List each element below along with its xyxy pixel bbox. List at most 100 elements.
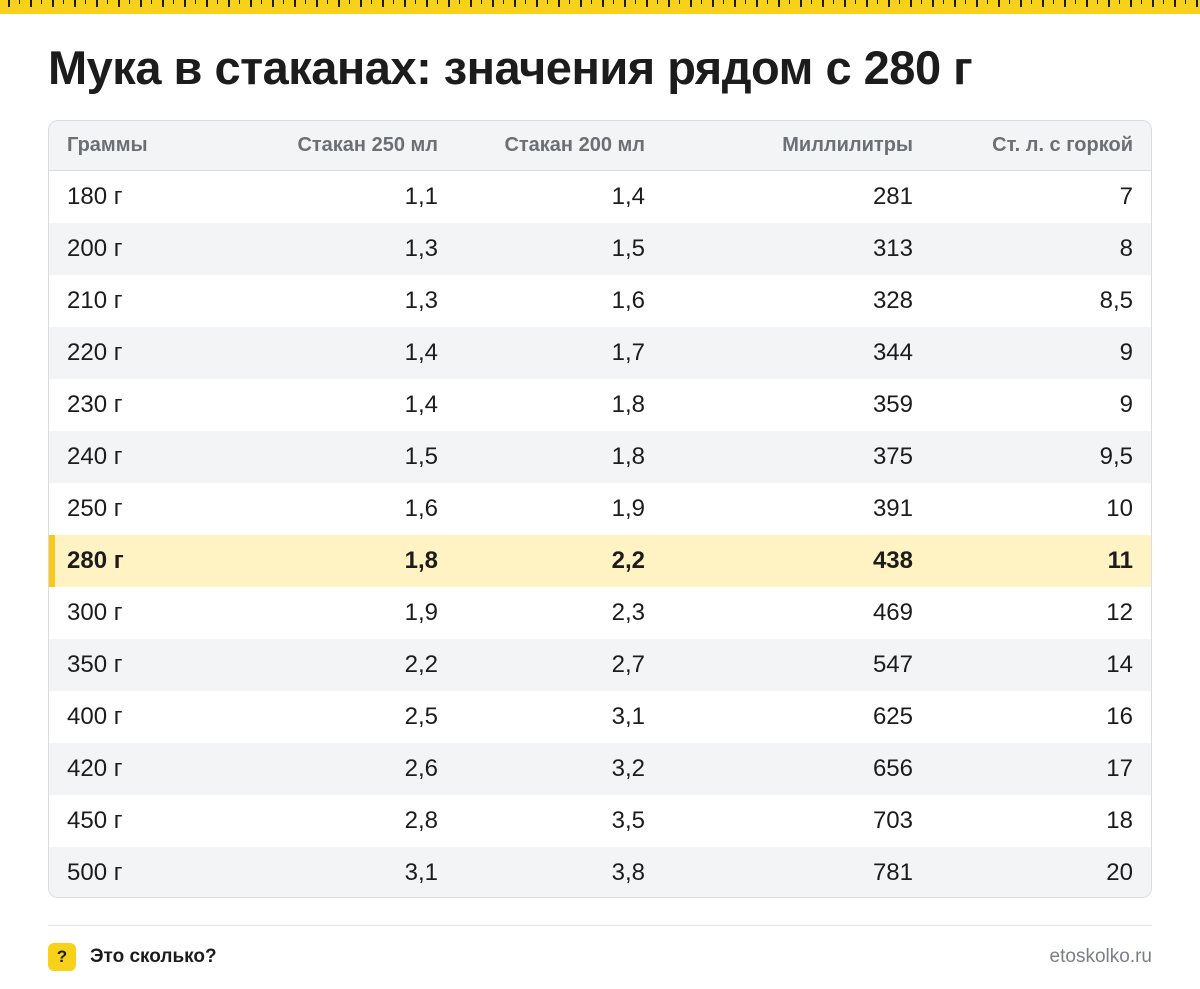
cell-tablespoons: 16 <box>1106 703 1133 730</box>
cell-cup-200: 1,7 <box>456 327 663 379</box>
cell-milliliters: 438 <box>663 535 931 587</box>
table-row: 350 г 2,2 2,7 547 14 <box>49 639 1151 691</box>
column-header-tablespoons: Ст. л. с горкой <box>931 121 1151 171</box>
cell-grams: 210 г <box>67 287 123 314</box>
table-row: 250 г 1,6 1,9 391 10 <box>49 483 1151 535</box>
cell-tablespoons: 9,5 <box>931 431 1151 483</box>
cell-grams: 180 г <box>67 183 123 210</box>
table-row: 400 г 2,5 3,1 625 16 <box>49 691 1151 743</box>
cell-cup-250: 1,6 <box>404 495 438 522</box>
cell-cup-250: 2,6 <box>249 743 456 795</box>
cell-tablespoons: 9 <box>931 327 1151 379</box>
cell-grams: 280 г <box>49 535 249 587</box>
table-row: 240 г 1,5 1,8 375 9,5 <box>49 431 1151 483</box>
cell-milliliters: 281 <box>872 183 913 210</box>
page-title: Мука в стаканах: значения рядом с 280 г <box>48 41 973 94</box>
table-row: 220 г 1,4 1,7 344 9 <box>49 327 1151 379</box>
cell-grams: 240 г <box>49 431 249 483</box>
conversion-table: Граммы Стакан 250 мл Стакан 200 мл Милли… <box>49 121 1151 897</box>
question-mark-icon: ? <box>48 943 76 971</box>
cell-tablespoons: 7 <box>1119 183 1133 210</box>
cell-tablespoons: 8,5 <box>1099 287 1133 314</box>
cell-cup-250: 1,4 <box>404 391 438 418</box>
cell-cup-200: 3,8 <box>456 847 663 897</box>
column-header-cup-250: Стакан 250 мл <box>249 121 456 171</box>
cell-grams: 300 г <box>67 599 123 626</box>
cell-tablespoons: 9 <box>1119 391 1133 418</box>
cell-milliliters: 781 <box>663 847 931 897</box>
cell-milliliters: 344 <box>663 327 931 379</box>
cell-cup-200: 3,1 <box>611 703 645 730</box>
cell-tablespoons: 18 <box>1106 807 1133 834</box>
table-row: 200 г 1,3 1,5 313 8 <box>49 223 1151 275</box>
site-link[interactable]: etoskolko.ru <box>1049 946 1152 967</box>
table-row: 420 г 2,6 3,2 656 17 <box>49 743 1151 795</box>
cell-tablespoons: 17 <box>931 743 1151 795</box>
cell-grams: 220 г <box>49 327 249 379</box>
cell-cup-200: 1,5 <box>456 223 663 275</box>
cell-milliliters: 375 <box>663 431 931 483</box>
cell-cup-200: 1,9 <box>611 495 645 522</box>
cell-milliliters: 391 <box>872 495 913 522</box>
cell-tablespoons: 20 <box>931 847 1151 897</box>
cell-cup-200: 3,2 <box>456 743 663 795</box>
table-row: 450 г 2,8 3,5 703 18 <box>49 795 1151 847</box>
cell-grams: 400 г <box>67 703 123 730</box>
cell-cup-250: 1,5 <box>249 431 456 483</box>
cell-milliliters: 625 <box>872 703 913 730</box>
cell-milliliters: 313 <box>663 223 931 275</box>
cell-grams: 420 г <box>49 743 249 795</box>
cell-grams: 230 г <box>67 391 123 418</box>
cell-tablespoons: 8 <box>931 223 1151 275</box>
cell-cup-250: 1,3 <box>404 287 438 314</box>
table-row: 180 г 1,1 1,4 281 7 <box>49 171 1151 224</box>
table-row: 300 г 1,9 2,3 469 12 <box>49 587 1151 639</box>
cell-cup-200: 1,8 <box>456 431 663 483</box>
cell-tablespoons: 12 <box>1106 599 1133 626</box>
cell-milliliters: 359 <box>872 391 913 418</box>
table-row: 210 г 1,3 1,6 328 8,5 <box>49 275 1151 327</box>
cell-milliliters: 656 <box>663 743 931 795</box>
cell-grams: 200 г <box>49 223 249 275</box>
cell-cup-250: 3,1 <box>249 847 456 897</box>
cell-cup-250: 2,5 <box>404 703 438 730</box>
cell-cup-250: 1,3 <box>249 223 456 275</box>
column-header-milliliters: Миллилитры <box>663 121 931 171</box>
footer: ? Это сколько? etoskolko.ru <box>48 942 1152 972</box>
table-row: 230 г 1,4 1,8 359 9 <box>49 379 1151 431</box>
cell-milliliters: 703 <box>872 807 913 834</box>
column-header-cup-200: Стакан 200 мл <box>456 121 663 171</box>
cell-grams: 450 г <box>67 807 123 834</box>
cell-cup-250: 1,8 <box>249 535 456 587</box>
cell-cup-200: 1,6 <box>611 287 645 314</box>
cell-grams: 350 г <box>49 639 249 691</box>
cell-cup-250: 2,2 <box>249 639 456 691</box>
cell-cup-200: 2,3 <box>611 599 645 626</box>
cell-cup-250: 1,9 <box>404 599 438 626</box>
cell-milliliters: 547 <box>663 639 931 691</box>
cell-cup-200: 3,5 <box>611 807 645 834</box>
brand-name: Это сколько? <box>90 946 217 967</box>
cell-cup-200: 2,7 <box>456 639 663 691</box>
cell-milliliters: 469 <box>872 599 913 626</box>
table-body: 180 г 1,1 1,4 281 7 200 г 1,3 1,5 313 8 210 г 1,3 1,… <box>49 171 1151 897</box>
conversion-table-container: Граммы Стакан 250 мл Стакан 200 мл Милли… <box>48 120 1152 898</box>
brand[interactable]: ? Это сколько? <box>48 943 217 971</box>
cell-grams: 250 г <box>67 495 123 522</box>
cell-milliliters: 328 <box>872 287 913 314</box>
cell-cup-200: 1,4 <box>611 183 645 210</box>
cell-tablespoons: 14 <box>931 639 1151 691</box>
cell-cup-200: 2,2 <box>456 535 663 587</box>
ruler-decoration <box>0 0 1200 14</box>
cell-cup-250: 1,4 <box>249 327 456 379</box>
table-row: 500 г 3,1 3,8 781 20 <box>49 847 1151 897</box>
cell-tablespoons: 11 <box>931 535 1151 587</box>
table-header-row: Граммы Стакан 250 мл Стакан 200 мл Милли… <box>49 121 1151 171</box>
cell-grams: 500 г <box>49 847 249 897</box>
cell-tablespoons: 10 <box>1106 495 1133 522</box>
cell-cup-250: 2,8 <box>404 807 438 834</box>
footer-divider <box>48 925 1152 926</box>
cell-cup-250: 1,1 <box>404 183 438 210</box>
cell-cup-200: 1,8 <box>611 391 645 418</box>
table-row-highlighted: 280 г 1,8 2,2 438 11 <box>49 535 1151 587</box>
